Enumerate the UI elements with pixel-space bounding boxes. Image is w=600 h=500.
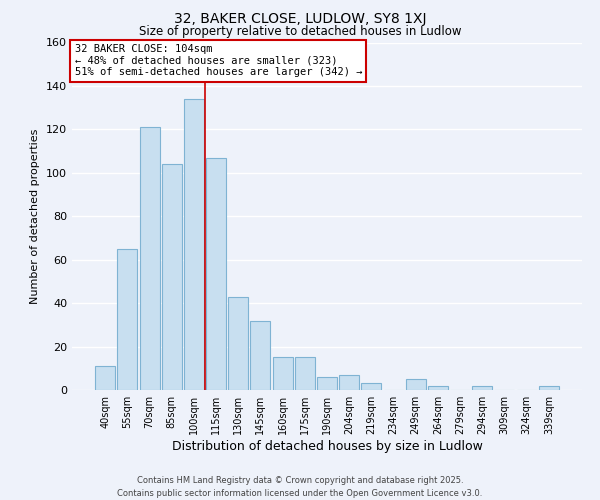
Text: Size of property relative to detached houses in Ludlow: Size of property relative to detached ho… — [139, 25, 461, 38]
Bar — [228, 296, 248, 390]
Bar — [118, 249, 137, 390]
Bar — [272, 358, 293, 390]
Bar — [140, 127, 160, 390]
Text: Contains HM Land Registry data © Crown copyright and database right 2025.
Contai: Contains HM Land Registry data © Crown c… — [118, 476, 482, 498]
Text: 32 BAKER CLOSE: 104sqm
← 48% of detached houses are smaller (323)
51% of semi-de: 32 BAKER CLOSE: 104sqm ← 48% of detached… — [74, 44, 362, 78]
Bar — [317, 377, 337, 390]
Bar — [406, 379, 426, 390]
Text: 32, BAKER CLOSE, LUDLOW, SY8 1XJ: 32, BAKER CLOSE, LUDLOW, SY8 1XJ — [174, 12, 426, 26]
Bar — [184, 99, 204, 390]
Bar — [539, 386, 559, 390]
Bar — [472, 386, 492, 390]
Bar — [250, 320, 271, 390]
X-axis label: Distribution of detached houses by size in Ludlow: Distribution of detached houses by size … — [172, 440, 482, 453]
Bar — [95, 366, 115, 390]
Bar — [361, 384, 382, 390]
Bar — [428, 386, 448, 390]
Bar — [339, 375, 359, 390]
Bar — [295, 358, 315, 390]
Bar — [162, 164, 182, 390]
Y-axis label: Number of detached properties: Number of detached properties — [31, 128, 40, 304]
Bar — [206, 158, 226, 390]
